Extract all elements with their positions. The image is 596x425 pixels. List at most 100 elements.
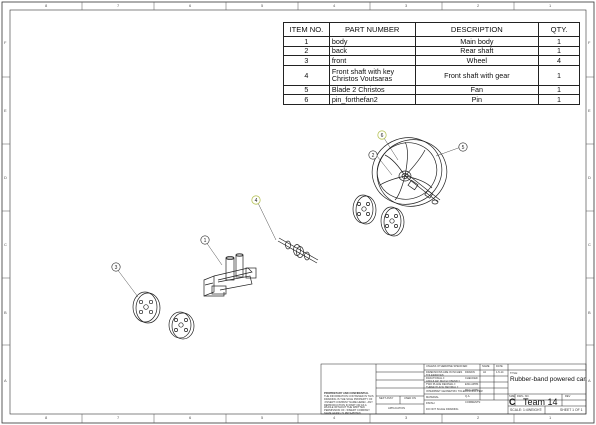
rear-wheel-left [352,194,377,225]
bom-row: 4 Front shaft with key Christos Voutsara… [283,64,580,86]
tb-prop-title: PROPRIETARY AND CONFIDENTIAL [324,392,369,395]
tb-unless: UNLESS OTHERWISE SPECIFIED: [426,365,468,368]
tb-dwg-no: Team 14 [523,397,558,407]
zone-col-1-bottom: 1 [549,415,552,420]
tb-dwg-no-label: DWG. NO. [517,395,530,398]
tb-drawn-name: Ali [483,371,486,374]
balloon-5-label: 5 [462,145,465,151]
zone-col-3-top: 3 [405,3,408,8]
zone-col-2-top: 2 [477,3,480,8]
tb-finish: FINISH [426,402,435,405]
zone-row-b-right: B [588,310,591,315]
title-block-grid [320,363,587,415]
tb-checked: CHECKED [465,377,478,380]
main-body [203,253,257,297]
zone-col-4-bottom: 4 [333,415,336,420]
tb-interpret: INTERPRET GEOMETRIC TOLERANCING PER: [426,390,484,393]
tb-name-header: NAME [482,365,490,368]
front-wheel-left [132,291,161,324]
balloon-4: 4 [251,195,261,205]
tb-sheet: SHEET 1 OF 1 [560,408,583,412]
zone-row-c-right: C [588,242,591,247]
tb-dims: DIMENSIONS ARE IN INCHES [426,371,463,374]
balloon-6-label: 6 [381,133,384,139]
zone-col-8-top: 8 [45,3,48,8]
tb-drawn: DRAWN [465,371,475,374]
balloon-6: 6 [377,130,387,140]
front-wheel-right [168,311,195,340]
balloon-3: 3 [111,262,121,272]
balloon-4-label: 4 [255,198,258,204]
tb-prop-body: THE INFORMATION CONTAINED IN THIS DRAWIN… [324,395,374,416]
balloon-2: 2 [368,150,378,160]
tb-material: MATERIAL [426,396,439,399]
bom-part: pin_forthefan2 [328,94,416,105]
zone-col-2-bottom: 2 [477,415,480,420]
zone-col-6-top: 6 [189,3,192,8]
tb-scale: SCALE: 1:4 [510,408,528,412]
zone-col-7-bottom: 7 [117,415,120,420]
bom-row: 2 back Rear shaft 1 [283,45,580,57]
zone-row-c-left: C [4,242,7,247]
bill-of-materials: ITEM NO. PART NUMBER DESCRIPTION QTY. 1 … [283,22,580,105]
zone-col-8-bottom: 8 [45,415,48,420]
zone-col-1-top: 1 [549,3,552,8]
bom-header-desc: DESCRIPTION [414,22,540,37]
zone-col-4-top: 4 [333,3,336,8]
zone-col-3-bottom: 3 [405,415,408,420]
bom-qty: 1 [538,94,580,105]
balloon-1: 1 [200,235,210,245]
tb-title: Rubber-band powered car. [510,376,587,383]
tb-tol: TOLERANCES: [426,374,445,377]
bom-header-row: ITEM NO. PART NUMBER DESCRIPTION QTY. [283,22,580,37]
tb-date-header: DATE [496,365,503,368]
tb-three-place: THREE PLACE DECIMAL ± [426,386,459,389]
tb-eng-appr: ENG APPR. [465,383,479,386]
balloon-1-label: 1 [204,238,207,244]
tb-angular: ANGULAR: MACH ± BEND ± [426,380,460,383]
zone-row-f-left: F [4,40,7,45]
bom-item: 4 [283,64,330,86]
tb-next-assy: NEXT ASSY [379,397,394,400]
tb-two-place: TWO PLACE DECIMAL ± [426,383,456,386]
zone-row-e-right: E [588,108,591,113]
tb-size-label: SIZE [509,395,515,398]
zone-col-6-bottom: 6 [189,415,192,420]
tb-comments: COMMENTS: [465,401,481,404]
bom-header-qty: QTY. [538,22,580,37]
leader-lines [116,137,462,298]
tb-used-on: USED ON [404,397,416,400]
zone-col-5-top: 5 [261,3,264,8]
front-shaft [277,237,319,264]
balloon-3-label: 3 [115,265,118,271]
zone-row-d-left: D [4,175,7,180]
zone-col-7-top: 7 [117,3,120,8]
zone-row-b-left: B [4,310,7,315]
tb-rev-label: REV [565,395,571,398]
fan-assembly [371,137,448,207]
tb-drawn-date: 1-5-14 [496,371,504,374]
tb-mfg-appr: MFG APPR. [465,389,480,392]
bom-part: Front shaft with key Christos Voutsaras [328,64,416,86]
tb-title-label: TITLE: [510,372,518,375]
rear-wheel-right [380,206,405,237]
tb-fractional: FRACTIONAL ± [426,377,445,380]
tb-application: APPLICATION [388,407,405,410]
zone-row-e-left: E [4,108,7,113]
zone-col-5-bottom: 5 [261,415,264,420]
zone-row-f-right: F [588,40,591,45]
bom-header-part: PART NUMBER [328,22,416,37]
zone-row-a-left: A [4,378,7,383]
tb-size: C [509,397,516,407]
balloon-2-label: 2 [372,153,375,159]
tb-weight: WEIGHT: [528,408,543,412]
bom-row: 6 pin_forthefan2 Pin 1 [283,94,580,105]
zone-row-a-right: A [588,378,591,383]
bom-qty: 1 [538,64,580,86]
zone-row-d-right: D [588,175,591,180]
tb-qa: Q.A. [465,395,471,398]
